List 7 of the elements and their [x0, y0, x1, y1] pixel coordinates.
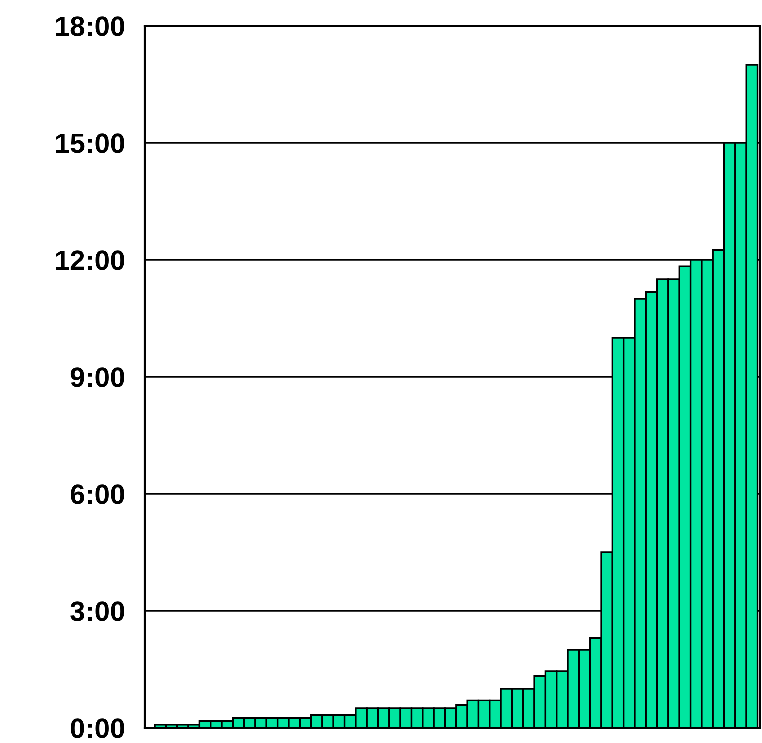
y-tick-label: 3:00	[70, 602, 124, 622]
y-tick-label: 12:00	[56, 250, 124, 270]
y-tick-label: 6:00	[70, 484, 124, 504]
y-tick-label: 18:00	[56, 16, 124, 36]
y-tick-label: 15:00	[56, 134, 124, 154]
y-tick-label: 9:00	[70, 368, 124, 388]
y-tick-label: 0:00	[71, 718, 124, 738]
